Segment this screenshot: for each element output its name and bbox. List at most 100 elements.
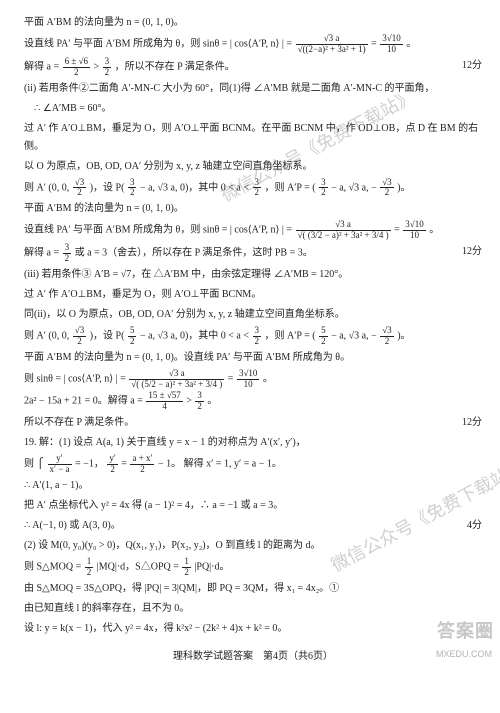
math-line: 把 A′ 点坐标代入 y² = 4x 得 (a − 1)² = 4，∴ a = …	[24, 497, 482, 515]
math-line: (iii) 若用条件③ A′B = √7，在 △A′BM 中，由余弦定理得 ∠A…	[24, 266, 482, 284]
math-line: 设 l: y = k(x − 1)，代入 y² = 4x，得 k²x² − (2…	[24, 620, 482, 638]
denominator: 2	[103, 68, 112, 78]
fraction: 32	[195, 391, 204, 412]
text: )，设 P(	[90, 331, 127, 342]
text: − 1。	[158, 459, 181, 470]
text: ，则 A′P = (	[265, 182, 319, 193]
math-line: 设直线 PA′ 与平面 A′BM 所成角为 θ，则 sinθ = | cos⟨A…	[24, 220, 482, 241]
math-line: 由已知直线 l 的斜率存在，且不为 0。	[24, 600, 482, 618]
denominator: 2	[380, 188, 393, 198]
problem-19-start: 19. 解：(1) 设点 A(a, 1) 关于直线 y = x − 1 的对称点…	[24, 434, 482, 452]
math-line: 解得 a = 32 或 a = 3（舍去），所以存在 P 满足条件，这时 PB …	[24, 243, 482, 264]
denominator: 2	[380, 337, 393, 347]
fraction: 32	[319, 178, 328, 199]
text: ，则 A′P = (	[265, 331, 319, 342]
fraction: √32	[380, 326, 393, 347]
denominator: 2	[73, 337, 86, 347]
brace: 则 ⎧	[24, 459, 44, 470]
text: = −1，	[75, 459, 104, 470]
text: 则 S△MOQ =	[24, 562, 84, 573]
text: 则 A′ (0, 0,	[24, 331, 72, 342]
text: =	[121, 459, 129, 470]
text: 解得 x′ = 1, y′ = a − 1。	[184, 459, 282, 470]
denominator: 2	[128, 188, 137, 198]
denominator: 2	[253, 188, 262, 198]
denominator: √( (3/2 − a)² + 3a² + 3/4 )	[296, 231, 391, 241]
denominator: 2	[63, 68, 90, 78]
text: |MQ|·d，S△OPQ =	[97, 562, 182, 573]
math-line: 则 A′ (0, 0, √32 )，设 P( 32 − a, √3 a, 0)，…	[24, 178, 482, 199]
fraction: 32	[63, 243, 72, 264]
denominator: x′ − a	[48, 465, 72, 475]
math-line: (2) 设 M(0, y₀)(y₀ > 0)，Q(x₁, y₁)，P(x₂, y…	[24, 537, 482, 555]
denominator: 2	[85, 568, 94, 578]
fraction: √32	[73, 326, 86, 347]
text: − a, √3 a, 0)，其中 0 < a <	[140, 182, 252, 193]
denominator: 10	[380, 45, 402, 55]
fraction: 3√1010	[403, 220, 425, 241]
math-line: 设直线 PA′ 与平面 A′BM 所成角为 θ，则 sinθ = | cos⟨A…	[24, 34, 482, 55]
fraction: y′2	[107, 454, 117, 475]
math-line: ∴ A(−1, 0) 或 A(3, 0)。 4分	[24, 517, 482, 535]
math-line: 则 sinθ = | cos⟨A′P, n⟩ | = √3 a√( (5/2 −…	[24, 369, 482, 390]
text: )。	[397, 182, 410, 193]
denominator: 2	[63, 254, 72, 264]
math-line: 则 A′ (0, 0, √32 )，设 P( 52 − a, √3 a, 0)，…	[24, 326, 482, 347]
math-line: (ii) 若用条件②二面角 A′-MN-C 大小为 60°，同(1)得 ∠A′M…	[24, 80, 482, 98]
math-line: 解得 a = 6 ± √6 2 > 3 2 ，所以不存在 P 满足条件。 12分	[24, 57, 482, 78]
text: 。	[263, 373, 273, 384]
denominator: 2	[130, 465, 154, 475]
denominator: 2	[128, 337, 137, 347]
text: =	[394, 225, 402, 236]
score-mark: 12分	[462, 243, 482, 261]
fraction: 12	[85, 557, 94, 578]
fraction: 32	[253, 178, 262, 199]
text: 2a² − 15a + 21 = 0。解得 a =	[24, 396, 145, 407]
denominator: 10	[237, 380, 259, 390]
fraction: 3√1010	[237, 369, 259, 390]
fraction: 15 ± √574	[146, 391, 182, 412]
numerator: 3√10	[237, 369, 259, 380]
fraction: 32	[128, 178, 137, 199]
text: )，设 P(	[90, 182, 127, 193]
fraction: √32	[380, 178, 393, 199]
math-line: 以 O 为原点，OB, OD, OA′ 分别为 x, y, z 轴建立空间直角坐…	[24, 158, 482, 176]
fraction: y′x′ − a	[48, 454, 72, 475]
math-line: ∴ ∠A′MB = 60°。	[24, 100, 482, 118]
text: − a, √3 a, −	[331, 331, 379, 342]
text: 或 a = 3（舍去），所以存在 P 满足条件，这时 PB = 3。	[75, 248, 313, 259]
math-line: 平面 A′BM 的法向量为 n = (0, 1, 0)。	[24, 200, 482, 218]
site-url: MXEDU.COM	[436, 646, 492, 662]
fraction: 3√10 10	[380, 34, 402, 55]
score-mark: 12分	[462, 414, 482, 432]
denominator: √((2−a)² + 3a² + 1)	[296, 45, 368, 55]
math-line: 平面 A′BM 的法向量为 n = (0, 1, 0)。设直线 PA′ 与平面 …	[24, 349, 482, 367]
fraction: √3 a√( (5/2 − a)² + 3a² + 3/4 )	[129, 369, 224, 390]
text: 所以不存在 P 满足条件。	[24, 417, 134, 428]
math-line: 所以不存在 P 满足条件。 12分	[24, 414, 482, 432]
text: 。	[429, 225, 439, 236]
text: − a, √3 a, −	[331, 182, 379, 193]
text: |PQ|·d。	[194, 562, 229, 573]
math-line: ∴ A′(1, a − 1)。	[24, 477, 482, 495]
text: 则 sinθ = | cos⟨A′P, n⟩ | =	[24, 373, 128, 384]
denominator: 2	[182, 568, 191, 578]
fraction: √3 a √((2−a)² + 3a² + 1)	[296, 34, 368, 55]
fraction: √32	[73, 178, 86, 199]
score-mark: 12分	[462, 57, 482, 75]
text: )。	[397, 331, 410, 342]
denominator: 2	[195, 402, 204, 412]
text: =	[228, 373, 236, 384]
denominator: √( (5/2 − a)² + 3a² + 3/4 )	[129, 380, 224, 390]
text: 则 A′ (0, 0,	[24, 182, 72, 193]
text: 解得 a =	[24, 248, 62, 259]
denominator: 10	[403, 231, 425, 241]
fraction: a + x′2	[130, 454, 154, 475]
numerator: √3 a	[129, 369, 224, 380]
math-line: 同(ii)，以 O 为原点，OB, OD, OA′ 分别为 x, y, z 轴建…	[24, 306, 482, 324]
denominator: 2	[253, 337, 262, 347]
denominator: 4	[146, 402, 182, 412]
equation-system: 则 ⎧ y′x′ − a = −1， y′2 = a + x′2 − 1。 解得…	[24, 454, 482, 475]
page-footer: 理科数学试题答案 第4页（共6页）	[24, 648, 482, 666]
text: ∴ A(−1, 0) 或 A(3, 0)。	[24, 520, 121, 531]
